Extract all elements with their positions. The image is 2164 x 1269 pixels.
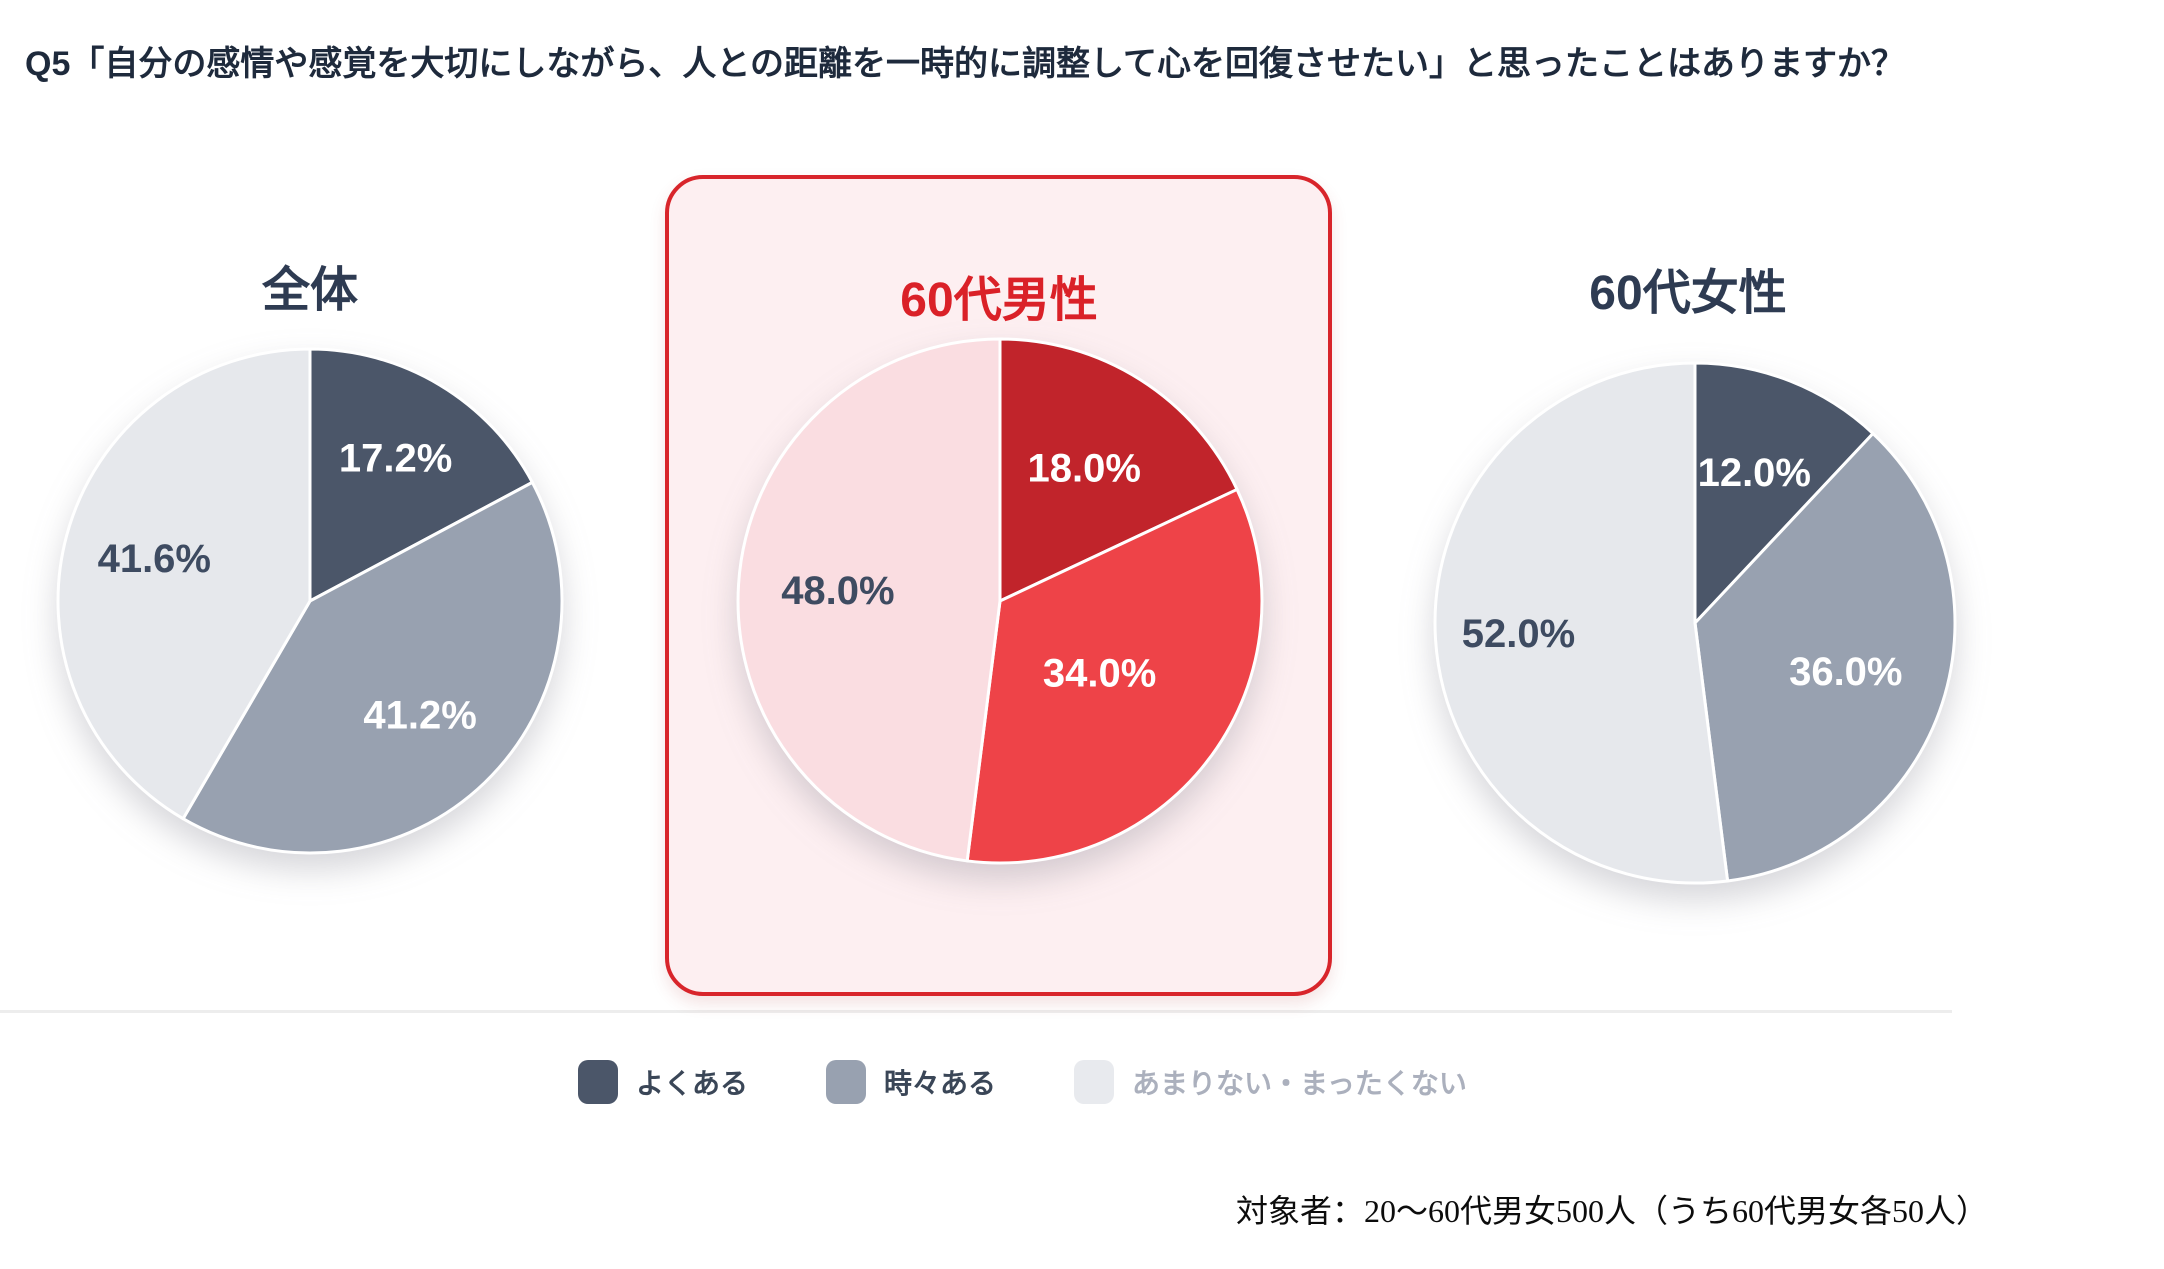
pie-slice-label: 34.0% — [1043, 651, 1156, 695]
pie-slice — [965, 487, 1264, 865]
pie-slice — [736, 337, 1002, 863]
legend-item-sometimes: 時々ある — [826, 1060, 996, 1104]
pie-slice-label: 12.0% — [1698, 451, 1811, 495]
legend: よくある 時々ある あまりない・まったくない — [578, 1060, 1467, 1104]
pie-chart-overall: 17.2% 41.2% 41.6% — [56, 347, 564, 855]
pie-slice — [998, 337, 1239, 603]
pie-slice-label: 36.0% — [1789, 650, 1902, 694]
pie-slice-label: 17.2% — [339, 436, 452, 480]
question-title: Q5「自分の感情や感覚を大切にしながら、人との距離を一時的に調整して心を回復させ… — [25, 45, 1905, 83]
legend-label-rarely-never: あまりない・まったくない — [1132, 1068, 1467, 1099]
pie-title-60s-women: 60代女性 — [1589, 267, 1787, 320]
legend-swatch-rarely-never — [1074, 1060, 1115, 1104]
legend-swatch-sometimes — [826, 1060, 867, 1104]
legend-label-sometimes: 時々ある — [884, 1068, 997, 1099]
pie-slice-label: 41.6% — [98, 537, 211, 581]
pie-slice — [1433, 361, 1730, 885]
pie-slice-label: 52.0% — [1462, 612, 1575, 656]
pie-chart-60s-men: 18.0% 34.0% 48.0% — [736, 337, 1264, 865]
legend-item-often: よくある — [578, 1060, 748, 1104]
pie-slice-label: 41.2% — [363, 693, 476, 737]
pie-slice — [1693, 431, 1957, 883]
pie-slice — [1693, 361, 1875, 625]
pie-slice-label: 48.0% — [781, 569, 894, 613]
pie-slice — [308, 347, 534, 603]
legend-item-rarely-never: あまりない・まったくない — [1074, 1060, 1467, 1104]
pie-chart-60s-women: 12.0% 36.0% 52.0% — [1433, 361, 1957, 885]
survey-sample-note: 対象者：20～60代男女500人（うち60代男女各50人） — [1235, 1193, 1988, 1229]
divider-line — [0, 1010, 1952, 1013]
pie-title-overall: 全体 — [261, 264, 359, 317]
pie-slice — [56, 347, 312, 821]
pie-slice — [181, 480, 564, 855]
legend-label-often: よくある — [636, 1068, 749, 1099]
pie-slice-label: 18.0% — [1027, 446, 1140, 490]
legend-swatch-often — [578, 1060, 618, 1104]
pie-title-60s-men: 60代男性 — [900, 274, 1098, 327]
